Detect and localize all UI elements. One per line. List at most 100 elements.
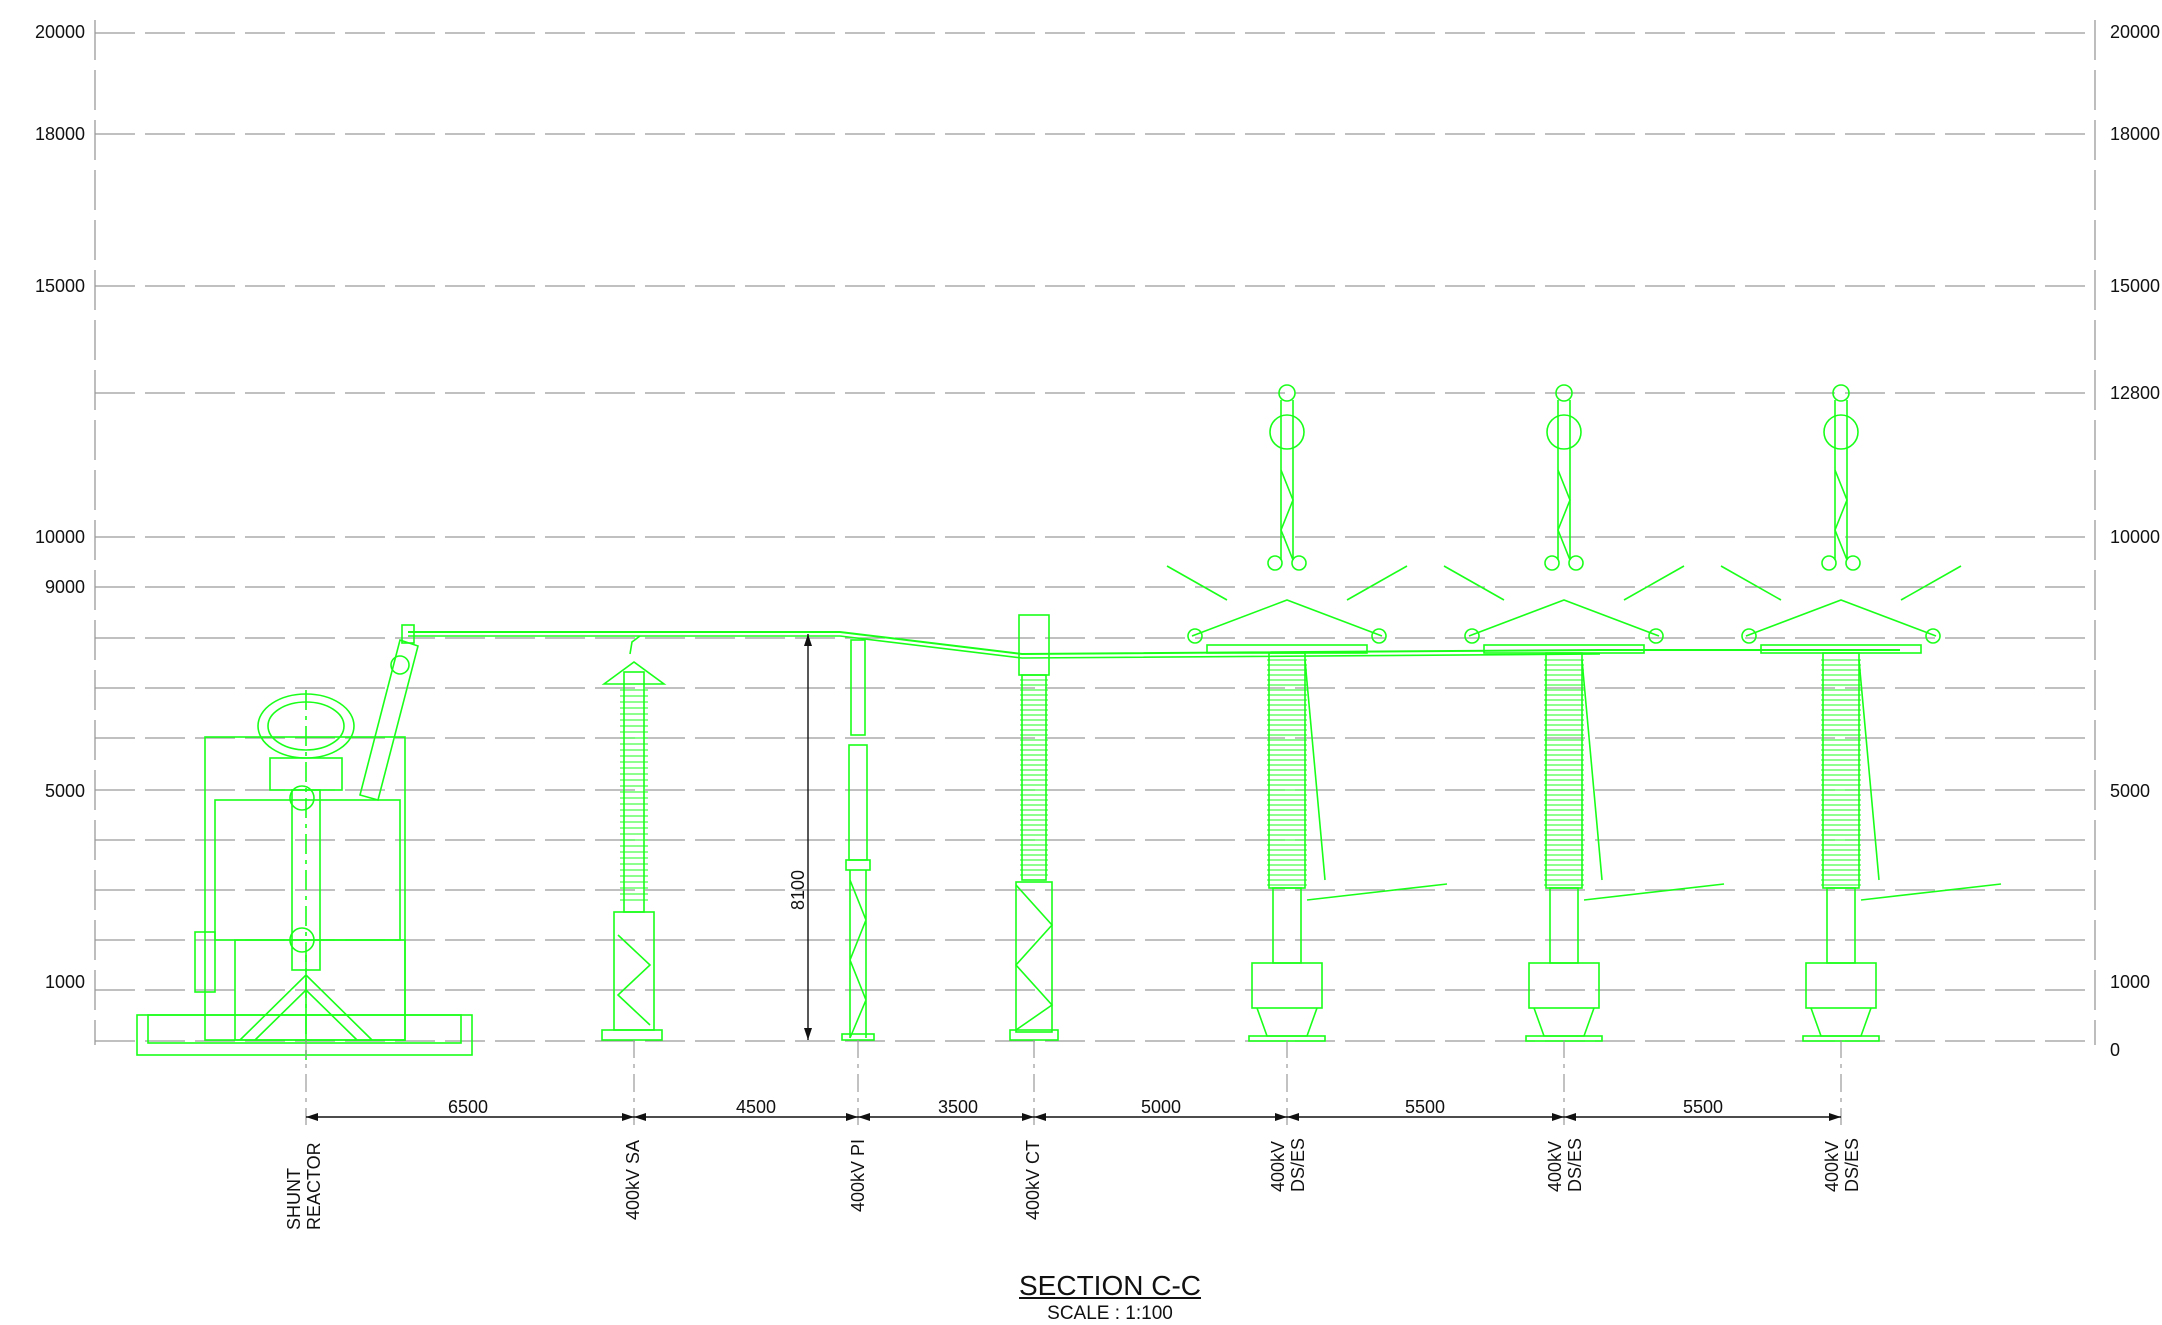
reactor-valve <box>289 927 315 953</box>
dimension-lines <box>305 634 1842 1125</box>
dimension-arrow <box>1034 1113 1046 1121</box>
ct-insulator-body <box>1021 674 1047 881</box>
ds-base-frame <box>1256 1007 1318 1037</box>
level-label-right: 5000 <box>2110 781 2151 801</box>
ds-corona-ring <box>1823 414 1859 450</box>
equipment-label-current-transformer: 400kV CT <box>1023 1139 1043 1220</box>
reactor-core-column <box>291 789 321 971</box>
reactor-base-inner <box>147 1014 462 1044</box>
ds-support-column <box>1549 887 1579 964</box>
level-label-left: 9000 <box>44 577 85 597</box>
ds-arm-ball <box>1187 628 1203 644</box>
dimension-arrow <box>634 1113 646 1121</box>
ds-top-terminal <box>1555 384 1573 402</box>
arrester-droop-lead <box>629 635 641 655</box>
dimension-arrow <box>622 1113 634 1121</box>
ds-arm-ball <box>1741 628 1757 644</box>
connection-conductor <box>408 631 1900 656</box>
section-title: SECTION C-C <box>1019 1270 1201 1301</box>
ds-operating-rod <box>1306 883 1448 901</box>
ds-hinge <box>1845 555 1861 571</box>
level-label-left: 10000 <box>34 527 85 547</box>
ds-hinge <box>1267 555 1283 571</box>
pi-lattice-support <box>849 870 867 1039</box>
surge-arrester <box>601 661 667 1041</box>
dimension-arrow <box>1275 1113 1287 1121</box>
ds-hinge <box>1821 555 1837 571</box>
bushing-terminal <box>390 655 410 675</box>
reactor-valve <box>289 785 315 811</box>
level-label-left: 18000 <box>34 124 85 144</box>
ds-corona-ring <box>1546 414 1582 450</box>
dimension-arrow <box>1287 1113 1299 1121</box>
ds-earth-blade <box>1581 659 1603 881</box>
ds-arm-ball <box>1464 628 1480 644</box>
level-gridlines <box>94 20 2096 1045</box>
ds-top-terminal <box>1278 384 1296 402</box>
dimension-arrow <box>804 634 812 646</box>
level-label-left: 5000 <box>44 781 85 801</box>
ds-pantograph-link <box>1280 469 1294 561</box>
equipment-label-disconnector: 400kV DS/ES <box>1268 1137 1308 1192</box>
dimension-arrow <box>1552 1113 1564 1121</box>
level-label-right: 0 <box>2110 1040 2121 1060</box>
ds-arm-ball <box>1371 628 1387 644</box>
ds-top-terminal <box>1832 384 1850 402</box>
equipment-label-shunt-reactor: SHUNT REACTOR <box>284 1142 324 1230</box>
spacing-dimension-label: 5500 <box>1682 1097 1724 1117</box>
ds-operating-rod <box>1583 883 1725 901</box>
ds-hinge <box>1544 555 1560 571</box>
equipment-label-surge-arrester: 400kV SA <box>623 1139 643 1220</box>
level-label-right: 18000 <box>2110 124 2161 144</box>
spacing-dimension-label: 4500 <box>735 1097 777 1117</box>
equipment-label-disconnector: 400kV DS/ES <box>1545 1137 1585 1192</box>
dimension-arrow <box>1022 1113 1034 1121</box>
pi-upper-insulator <box>850 639 866 736</box>
reactor-bushing <box>359 638 419 801</box>
current-transformer <box>1009 614 1059 1041</box>
reactor-radiator-left <box>214 799 401 941</box>
ds-hinge <box>1291 555 1307 571</box>
level-label-left: 15000 <box>34 276 85 296</box>
sa-grading-ring <box>601 661 667 685</box>
post-insulator <box>841 639 875 1041</box>
ds-pantograph-arm <box>1280 400 1294 560</box>
shunt-reactor <box>136 624 473 1060</box>
ds-arm-ball <box>1925 628 1941 644</box>
ds-base-frame <box>1533 1007 1595 1037</box>
level-label-right: 15000 <box>2110 276 2161 296</box>
equipment-label-post-insulator: 400kV PI <box>848 1138 868 1212</box>
pi-flange <box>845 859 871 871</box>
spacing-dimension-label: 5500 <box>1404 1097 1446 1117</box>
level-label-right: 10000 <box>2110 527 2161 547</box>
level-label-right: 20000 <box>2110 22 2161 42</box>
ds-base-frame <box>1810 1007 1872 1037</box>
level-label-right: 12800 <box>2110 383 2161 403</box>
ds-earth-blade <box>1858 659 1880 881</box>
ds-hinge <box>1568 555 1584 571</box>
ds-pantograph-link <box>1557 469 1571 561</box>
reactor-cabinet <box>194 931 216 993</box>
dimension-arrow <box>846 1113 858 1121</box>
bushing-top <box>401 624 415 644</box>
ct-lattice-brace <box>1014 884 1054 1031</box>
equipment-elevations <box>136 384 2002 1060</box>
ds-earth-blade <box>1304 659 1326 881</box>
dimension-arrow <box>306 1113 318 1121</box>
ds-operating-rod <box>1860 883 2002 901</box>
ct-head <box>1018 614 1050 676</box>
disconnector-earth-switch <box>1166 384 1448 1042</box>
ds-mechanism-box <box>1528 962 1600 1009</box>
ds-support-column <box>1826 887 1856 964</box>
level-label-right: 1000 <box>2110 972 2151 992</box>
reactor-base-frame <box>136 1014 473 1056</box>
dimension-arrow <box>1564 1113 1576 1121</box>
disconnector-earth-switch <box>1443 384 1725 1042</box>
ds-corona-ring <box>1269 414 1305 450</box>
sa-base-plate <box>601 1029 663 1041</box>
disconnector-earth-switch <box>1720 384 2002 1042</box>
spacing-dimension-label: 5000 <box>1140 1097 1182 1117</box>
ds-mechanism-box <box>1251 962 1323 1009</box>
pi-base-plate <box>841 1033 875 1041</box>
